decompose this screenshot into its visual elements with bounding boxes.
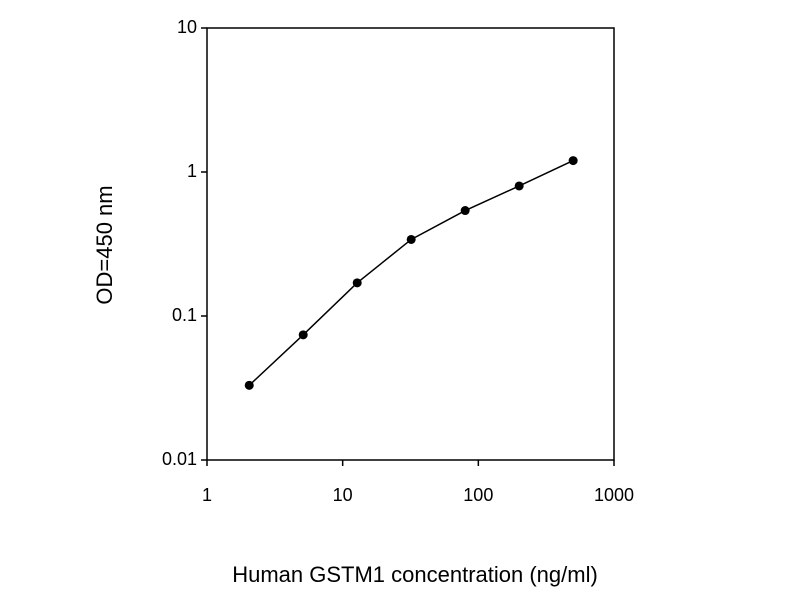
y-axis-title: OD=450 nm	[92, 185, 117, 304]
y-tick-label: 10	[177, 17, 197, 37]
y-tick-label: 0.01	[162, 449, 197, 469]
y-tick-label: 0.1	[172, 305, 197, 325]
data-point	[298, 330, 308, 340]
data-point	[460, 206, 470, 216]
data-line	[248, 159, 574, 386]
data-point	[352, 278, 362, 288]
y-tick-label: 1	[187, 161, 197, 181]
x-tick-label: 1	[202, 485, 212, 505]
data-point	[244, 380, 254, 390]
data-point	[568, 156, 578, 166]
plot-frame	[206, 27, 615, 461]
data-point	[406, 234, 416, 244]
x-tick-label: 10	[333, 485, 353, 505]
x-axis-title: Human GSTM1 concentration (ng/ml)	[232, 562, 598, 587]
x-tick-label: 1000	[594, 485, 634, 505]
data-point	[514, 181, 524, 191]
x-tick-label: 100	[463, 485, 493, 505]
